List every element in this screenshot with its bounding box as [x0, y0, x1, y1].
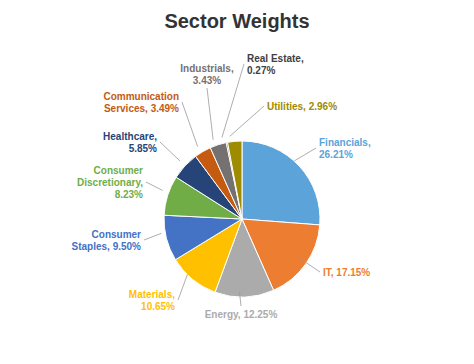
html-text:Sector Weights: Sector Weights — [164, 10, 310, 32]
svg-text:Financials,26.21%: Financials,26.21% — [319, 137, 371, 160]
svg-text:CommunicationServices, 3.49%: CommunicationServices, 3.49% — [103, 91, 179, 114]
svg-text:Utilities, 2.96%: Utilities, 2.96% — [267, 101, 337, 112]
svg-text:ConsumerDiscretionary,8.23%: ConsumerDiscretionary,8.23% — [77, 165, 143, 200]
svg-text:Energy, 12.25%: Energy, 12.25% — [205, 309, 278, 320]
svg-text:ConsumerStaples, 9.50%: ConsumerStaples, 9.50% — [72, 229, 142, 252]
svg-text:Industrials,3.43%: Industrials,3.43% — [180, 63, 234, 86]
svg-text:Healthcare,5.85%: Healthcare,5.85% — [103, 131, 157, 154]
svg-text:Real Estate,0.27%: Real Estate,0.27% — [247, 53, 304, 76]
svg-text:IT, 17.15%: IT, 17.15% — [323, 267, 370, 278]
svg-text:Materials,10.65%: Materials,10.65% — [129, 289, 175, 312]
